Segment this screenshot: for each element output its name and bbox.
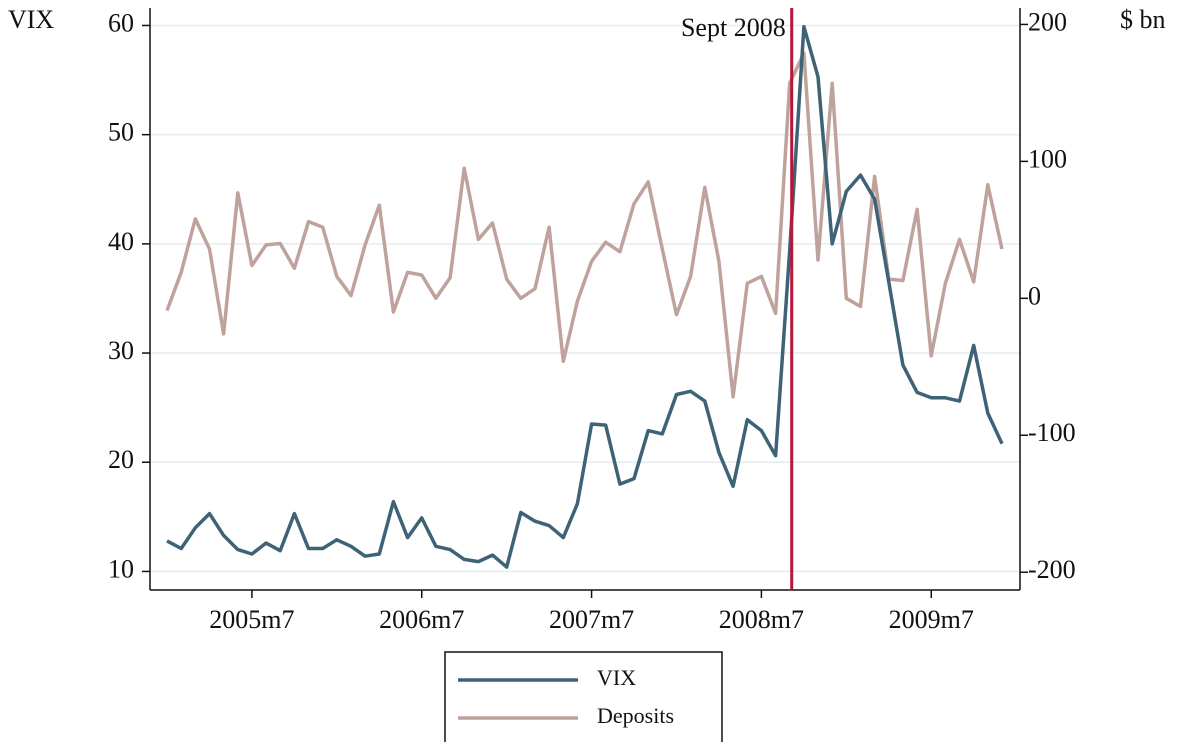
legend: VIX Deposits (444, 651, 723, 742)
annotation-label: Sept 2008 (681, 13, 786, 42)
legend-box (444, 651, 723, 742)
y-tick-label: 60 (108, 8, 134, 37)
x-tick-label: 2008m7 (719, 605, 804, 634)
x-tick-label: 2005m7 (209, 605, 294, 634)
y-tick-label: 30 (108, 336, 134, 365)
series-line (166, 24, 1004, 569)
y2-tick-label: -200 (1028, 555, 1076, 584)
y-tick-label: 40 (108, 227, 134, 256)
y-tick-label: 20 (108, 445, 134, 474)
y2-tick-label: 100 (1028, 144, 1067, 173)
y-axis-label: VIX (8, 5, 54, 34)
series-line (165, 51, 1004, 399)
x-tick-label: 2009m7 (889, 605, 974, 634)
y-tick-label: 10 (108, 554, 134, 583)
y2-tick-label: 200 (1028, 7, 1067, 36)
y2-axis-label: $ bn (1120, 5, 1166, 34)
x-tick-label: 2006m7 (379, 605, 464, 634)
y-tick-label: 50 (108, 118, 134, 147)
legend-label: Deposits (597, 703, 674, 728)
legend-label: VIX (597, 665, 636, 690)
x-tick-label: 2007m7 (549, 605, 634, 634)
y2-tick-label: -100 (1028, 418, 1076, 447)
y2-tick-label: 0 (1028, 281, 1041, 310)
